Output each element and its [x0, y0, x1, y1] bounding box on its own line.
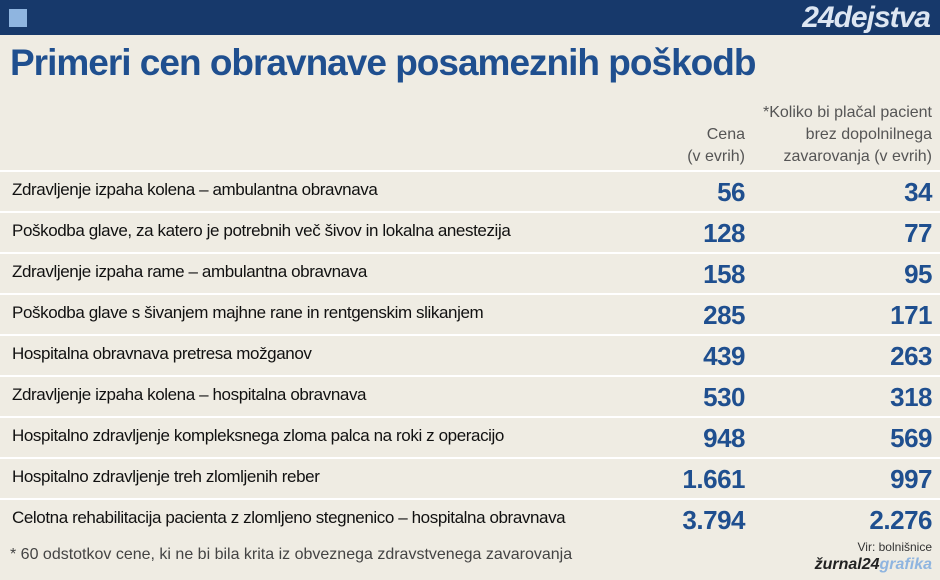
- price: 3.794: [682, 505, 745, 535]
- header-line: brez dopolnilnega: [805, 126, 932, 143]
- table-row: Hospitalno zdravljenje kompleksnega zlom…: [0, 416, 940, 457]
- table-row: Zdravljenje izpaha rame – ambulantna obr…: [0, 252, 940, 293]
- row-label: Zdravljenje izpaha kolena – hospitalna o…: [12, 385, 367, 404]
- price: 439: [703, 341, 745, 371]
- table-row: Celotna rehabilitacija pacienta z zlomlj…: [0, 498, 940, 539]
- patient-price: 2.276: [869, 505, 932, 535]
- header-square: [9, 9, 27, 27]
- footnote: * 60 odstotkov cene, ki ne bi bila krita…: [10, 546, 573, 563]
- table-row: Poškodba glave s šivanjem majhne rane in…: [0, 293, 940, 334]
- price: 948: [703, 423, 745, 453]
- patient-price: 318: [890, 382, 932, 412]
- row-label: Hospitalno zdravljenje treh zlomljenih r…: [12, 467, 320, 486]
- patient-price: 95: [904, 259, 932, 289]
- table-row: Hospitalna obravnava pretresa možganov 43…: [0, 334, 940, 375]
- header-line: zavarovanja (v evrih): [783, 148, 933, 165]
- price: 285: [703, 300, 745, 330]
- row-label: Zdravljenje izpaha rame – ambulantna obr…: [12, 262, 367, 281]
- row-label: Poškodba glave s šivanjem majhne rane in…: [12, 303, 484, 322]
- patient-price: 263: [890, 341, 932, 371]
- table-row: Zdravljenje izpaha kolena – hospitalna o…: [0, 375, 940, 416]
- column-header: Cena (v evrih): [687, 124, 745, 168]
- header-bar: 24dejstva: [0, 0, 940, 35]
- row-label: Hospitalna obravnava pretresa možganov: [12, 344, 312, 363]
- patient-price: 77: [904, 218, 932, 248]
- row-label: Poškodba glave, za katero je potrebnih v…: [12, 221, 511, 240]
- title: Primeri cen obravnave posameznih poškodb: [10, 42, 756, 83]
- table-row: Zdravljenje izpaha kolena – ambulantna o…: [0, 170, 940, 211]
- brand-part: žurnal24: [814, 556, 880, 573]
- price: 1.661: [682, 464, 745, 494]
- price: 530: [703, 382, 745, 412]
- brand-part: grafika: [879, 556, 932, 573]
- price: 158: [703, 259, 745, 289]
- price: 56: [717, 177, 745, 207]
- table-row: Hospitalno zdravljenje treh zlomljenih r…: [0, 457, 940, 498]
- source: Vir: bolnišnice: [857, 540, 932, 554]
- row-label: Zdravljenje izpaha kolena – ambulantna o…: [12, 180, 378, 199]
- column-header: *Koliko bi plačal pacient brez dopolnilne…: [763, 102, 932, 168]
- patient-price: 171: [890, 300, 932, 330]
- logo: 24dejstva: [802, 1, 931, 34]
- patient-price: 997: [890, 464, 932, 494]
- header-line: *Koliko bi plačal pacient: [763, 104, 932, 121]
- header-line: Cena: [706, 126, 745, 143]
- price: 128: [703, 218, 745, 248]
- header-line: (v evrih): [687, 148, 745, 165]
- patient-price: 569: [890, 423, 932, 453]
- row-label: Celotna rehabilitacija pacienta z zlomlj…: [12, 508, 566, 527]
- table: Zdravljenje izpaha kolena – ambulantna o…: [0, 170, 940, 539]
- brand: žurnal24grafika: [815, 556, 932, 574]
- table-row: Poškodba glave, za katero je potrebnih v…: [0, 211, 940, 252]
- row-label: Hospitalno zdravljenje kompleksnega zlom…: [12, 426, 504, 445]
- patient-price: 34: [904, 177, 932, 207]
